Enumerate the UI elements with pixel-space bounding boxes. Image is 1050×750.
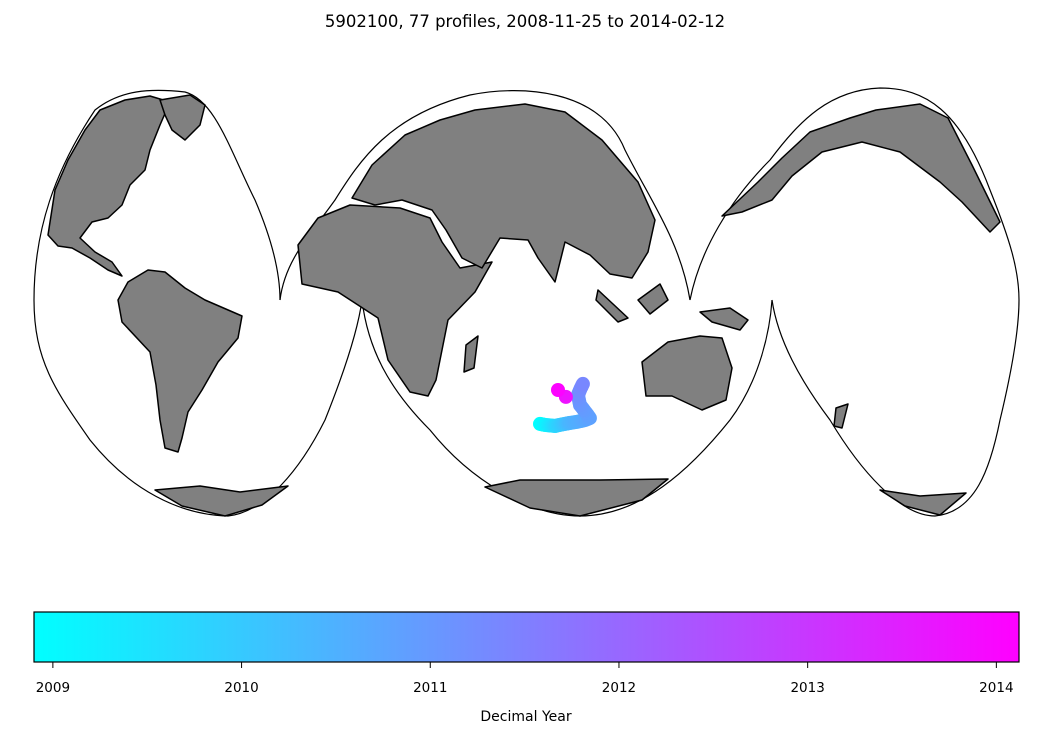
profile-point: [551, 383, 565, 397]
borneo: [637, 283, 669, 315]
profile-point: [575, 376, 590, 391]
colorbar-gradient: [33, 611, 1020, 663]
map-title: 5902100, 77 profiles, 2008-11-25 to 2014…: [324, 12, 726, 31]
colorbar-tick-label: 2009: [36, 680, 70, 696]
float-trajectory: [533, 376, 597, 433]
madagascar: [463, 335, 479, 373]
colorbar-tick-label: 2013: [790, 680, 824, 696]
new-guinea: [699, 307, 749, 331]
colorbar-tick-label: 2012: [602, 680, 636, 696]
land-masses: [47, 94, 1001, 517]
north-america: [47, 95, 171, 277]
africa: [297, 204, 493, 397]
colorbar-tick-label: 2010: [224, 680, 258, 696]
greenland: [159, 94, 206, 141]
south-america: [117, 269, 243, 453]
colorbar-tick-label: 2011: [413, 680, 447, 696]
eurasia: [351, 103, 656, 283]
indonesia: [595, 289, 629, 323]
antarctica-central: [484, 478, 669, 517]
world-map: [33, 87, 1020, 517]
east-asia-north-america: [721, 103, 1001, 233]
colorbar-ticks: 2009 2010 2011 2012 2013 2014: [36, 662, 1014, 696]
antarctica-east: [879, 489, 967, 516]
colorbar-label: Decimal Year: [480, 709, 571, 725]
australia: [641, 335, 733, 411]
colorbar-tick-label: 2014: [979, 680, 1013, 696]
antarctica-west: [154, 485, 289, 517]
new-zealand: [833, 403, 849, 429]
